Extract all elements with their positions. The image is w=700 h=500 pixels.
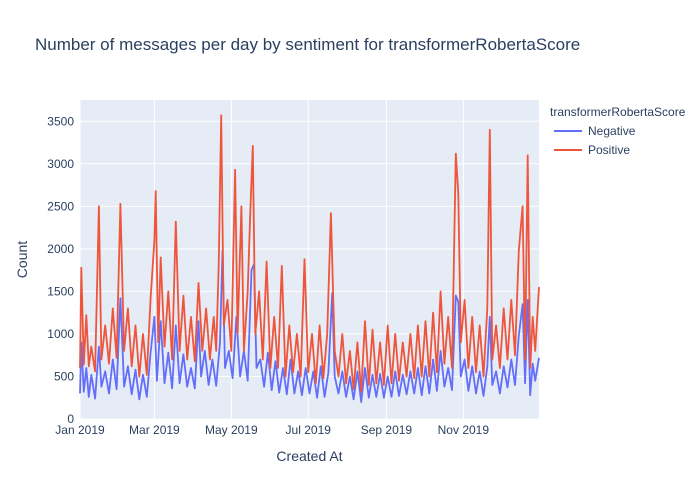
x-tick-label: Nov 2019 — [438, 423, 490, 437]
legend-title: transformerRobertaScore — [550, 105, 686, 119]
y-tick-label: 1500 — [47, 284, 74, 298]
legend[interactable]: transformerRobertaScore Negative Positive — [550, 105, 686, 157]
x-tick-label: Jan 2019 — [55, 423, 105, 437]
y-tick-label: 0 — [67, 412, 74, 426]
y-tick-label: 3000 — [47, 157, 74, 171]
x-tick-label: May 2019 — [205, 423, 258, 437]
series-line-negative — [79, 249, 540, 403]
y-tick-label: 500 — [54, 369, 74, 383]
series-line-positive — [79, 114, 540, 393]
y-axis-label: Count — [14, 241, 30, 278]
y-tick-label: 1000 — [47, 327, 74, 341]
chart-title: Number of messages per day by sentiment … — [35, 35, 581, 54]
legend-item-negative[interactable]: Negative — [588, 124, 636, 138]
x-tick-label: Jul 2019 — [286, 423, 332, 437]
y-tick-label: 2500 — [47, 199, 74, 213]
x-tick-label: Sep 2019 — [361, 423, 413, 437]
y-tick-label: 2000 — [47, 242, 74, 256]
x-tick-label: Mar 2019 — [129, 423, 180, 437]
y-tick-label: 3500 — [47, 114, 74, 128]
x-axis-label: Created At — [276, 448, 342, 464]
legend-item-positive[interactable]: Positive — [588, 143, 630, 157]
